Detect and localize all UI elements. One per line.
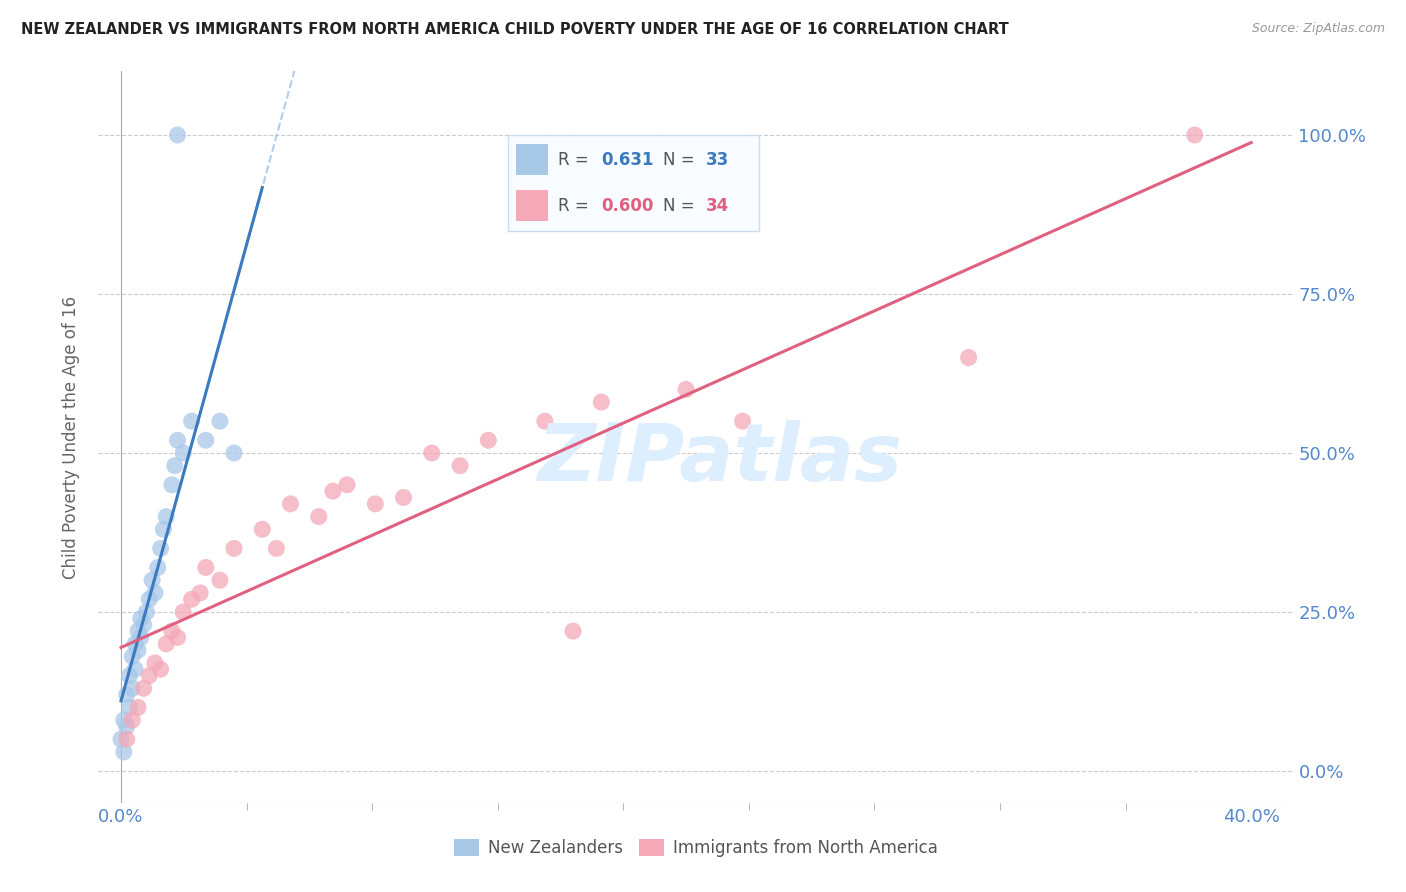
Point — [124, 662, 146, 676]
Point — [127, 700, 149, 714]
Point — [163, 458, 186, 473]
Point — [160, 477, 183, 491]
Point — [420, 446, 443, 460]
Point — [591, 395, 613, 409]
Bar — [516, 190, 548, 221]
Y-axis label: Child Poverty Under the Age of 16: Child Poverty Under the Age of 16 — [62, 295, 80, 579]
Point — [266, 541, 288, 556]
Text: N =: N = — [664, 196, 700, 215]
Point — [121, 649, 143, 664]
Point — [957, 351, 980, 365]
Point — [160, 624, 183, 638]
Point — [129, 631, 152, 645]
Text: 0.600: 0.600 — [600, 196, 654, 215]
Point — [166, 631, 188, 645]
Point — [322, 484, 344, 499]
Point — [180, 414, 202, 428]
Point — [141, 573, 163, 587]
Point — [155, 637, 177, 651]
Point — [121, 713, 143, 727]
Point — [336, 477, 359, 491]
Point — [149, 541, 172, 556]
Point — [127, 624, 149, 638]
Point — [115, 688, 138, 702]
Point — [129, 611, 152, 625]
Point — [392, 491, 415, 505]
Bar — [516, 145, 548, 175]
Point — [364, 497, 387, 511]
Point — [252, 522, 274, 536]
Point — [208, 573, 231, 587]
Text: R =: R = — [558, 196, 595, 215]
Point — [562, 624, 585, 638]
Text: Source: ZipAtlas.com: Source: ZipAtlas.com — [1251, 22, 1385, 36]
Point — [208, 414, 231, 428]
Point — [166, 434, 188, 448]
Point — [115, 719, 138, 733]
Legend: New Zealanders, Immigrants from North America: New Zealanders, Immigrants from North Am… — [447, 832, 945, 864]
Point — [138, 592, 160, 607]
Point — [675, 383, 697, 397]
Point — [110, 732, 132, 747]
Point — [194, 434, 217, 448]
Point — [118, 668, 141, 682]
Point — [449, 458, 471, 473]
Point — [731, 414, 754, 428]
Text: 33: 33 — [706, 151, 730, 169]
Point — [180, 592, 202, 607]
Point — [118, 700, 141, 714]
Point — [115, 732, 138, 747]
Point — [166, 128, 188, 142]
Point — [222, 446, 245, 460]
Point — [172, 605, 194, 619]
Text: ZIPatlas: ZIPatlas — [537, 420, 903, 498]
Point — [127, 643, 149, 657]
Point — [188, 586, 211, 600]
Point — [194, 560, 217, 574]
Point — [138, 668, 160, 682]
Point — [143, 656, 166, 670]
Point — [477, 434, 499, 448]
Point — [149, 662, 172, 676]
Point — [308, 509, 330, 524]
Point — [172, 446, 194, 460]
Point — [146, 560, 169, 574]
Point — [132, 681, 155, 696]
Point — [1184, 128, 1206, 142]
Point — [155, 509, 177, 524]
Point — [222, 541, 245, 556]
Text: 34: 34 — [706, 196, 730, 215]
Text: N =: N = — [664, 151, 700, 169]
Point — [121, 681, 143, 696]
Text: 0.631: 0.631 — [600, 151, 654, 169]
Text: R =: R = — [558, 151, 595, 169]
Point — [135, 605, 157, 619]
Point — [533, 414, 555, 428]
Point — [143, 586, 166, 600]
Point — [112, 713, 135, 727]
Point — [112, 745, 135, 759]
Point — [132, 617, 155, 632]
Point — [152, 522, 174, 536]
Point — [124, 637, 146, 651]
Text: NEW ZEALANDER VS IMMIGRANTS FROM NORTH AMERICA CHILD POVERTY UNDER THE AGE OF 16: NEW ZEALANDER VS IMMIGRANTS FROM NORTH A… — [21, 22, 1010, 37]
Point — [280, 497, 302, 511]
